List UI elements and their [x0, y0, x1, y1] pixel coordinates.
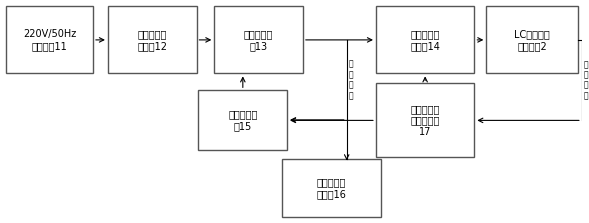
Bar [214, 6, 303, 74]
Text: 直流斩波电
路13: 直流斩波电 路13 [244, 29, 273, 51]
Bar [376, 83, 474, 157]
Text: 过流过热检
测电路16: 过流过热检 测电路16 [316, 177, 346, 199]
Bar [198, 90, 287, 149]
Bar [487, 6, 578, 74]
Bar [108, 6, 197, 74]
Text: 全桥逆变驱
动电路14: 全桥逆变驱 动电路14 [410, 29, 440, 51]
Text: 反
馈
电
流: 反 馈 电 流 [349, 60, 353, 100]
Text: 反
馈
电
流: 反 馈 电 流 [583, 60, 588, 100]
Text: 第二整流滤
波电路12: 第二整流滤 波电路12 [137, 29, 167, 51]
Bar [282, 159, 381, 217]
Text: 220V/50Hz
工频市电11: 220V/50Hz 工频市电11 [23, 29, 77, 51]
Text: LC谐振匹配
发射线圈2: LC谐振匹配 发射线圈2 [514, 29, 550, 51]
Text: 频率跟踪逆
变控制电路
17: 频率跟踪逆 变控制电路 17 [411, 104, 440, 137]
Bar [376, 6, 474, 74]
Text: 功率调节电
路15: 功率调节电 路15 [228, 109, 257, 131]
Bar [6, 6, 93, 74]
